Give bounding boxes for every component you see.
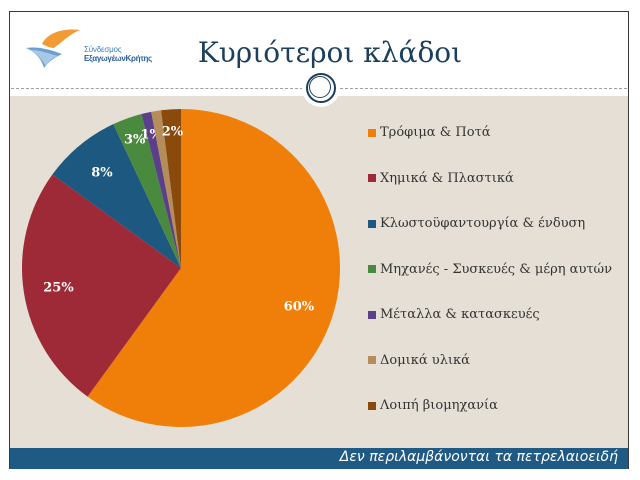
legend-label: Λοιπή βιομηχανία (380, 398, 498, 413)
logo-text-line2: ΕξαγωγέωνΚρήτης (84, 54, 152, 63)
footer-bar: Δεν περιλαμβάνονται τα πετρελαιοειδή (10, 448, 628, 469)
ornament-ring-inner (309, 76, 331, 98)
pie-slice-metals (141, 111, 181, 268)
legend-label: Τρόφιμα & Ποτά (380, 125, 491, 140)
legend-item-other: Λοιπή βιομηχανία (368, 398, 498, 413)
page-title: Κυριότεροι κλάδοι (197, 36, 463, 69)
divider-left (11, 88, 303, 89)
legend-label: Μέταλλα & κατασκευές (380, 307, 540, 322)
logo: Σύνδεσμος ΕξαγωγέωνΚρήτης (24, 24, 152, 72)
pie-label-textiles: 8% (91, 165, 113, 180)
legend-item-textiles: Κλωστοϋφαντουργία & ένδυση (368, 216, 585, 231)
legend-item-building: Δομικά υλικά (368, 353, 470, 368)
logo-text-line1: Σύνδεσμος (84, 45, 122, 54)
legend-swatch-icon (368, 356, 376, 364)
legend-swatch-icon (368, 310, 376, 319)
pie-slice-building (151, 110, 181, 269)
legend-swatch-icon (368, 401, 376, 410)
legend-label: Κλωστοϋφαντουργία & ένδυση (380, 216, 586, 231)
legend-label: Μηχανές - Συσκευές & μέρη αυτών (380, 261, 613, 277)
pie-slice-textiles (52, 124, 181, 268)
legend-label: Δομικά υλικά (380, 352, 470, 368)
legend-item-chemicals: Χημικά & Πλαστικά (368, 171, 514, 186)
footer-note: Δεν περιλαμβάνονται τα πετρελαιοειδή (339, 449, 618, 465)
pie-slice-machinery (113, 113, 181, 269)
legend-swatch-icon (368, 265, 376, 273)
legend-swatch-icon (368, 128, 376, 137)
legend-swatch-icon (368, 174, 376, 182)
legend-label: Χημικά & Πλαστικά (380, 170, 514, 186)
legend-item-machinery: Μηχανές - Συσκευές & μέρη αυτών (368, 262, 612, 277)
legend-item-food: Τρόφιμα & Ποτά (368, 125, 491, 140)
divider-right (340, 88, 627, 89)
pie-slice-other (161, 109, 181, 268)
pie-label-chemicals: 25% (43, 280, 74, 295)
pie-label-food: 60% (284, 299, 315, 314)
pie-slice-chemicals (22, 174, 181, 397)
pie-label-other: 2% (162, 125, 184, 140)
logo-wing-icon (26, 29, 80, 68)
pie-label-machinery: 3% (124, 132, 146, 147)
pie-slice-food (87, 109, 341, 427)
legend-item-metals: Μέταλλα & κατασκευές (368, 307, 540, 322)
legend-swatch-icon (368, 219, 376, 228)
